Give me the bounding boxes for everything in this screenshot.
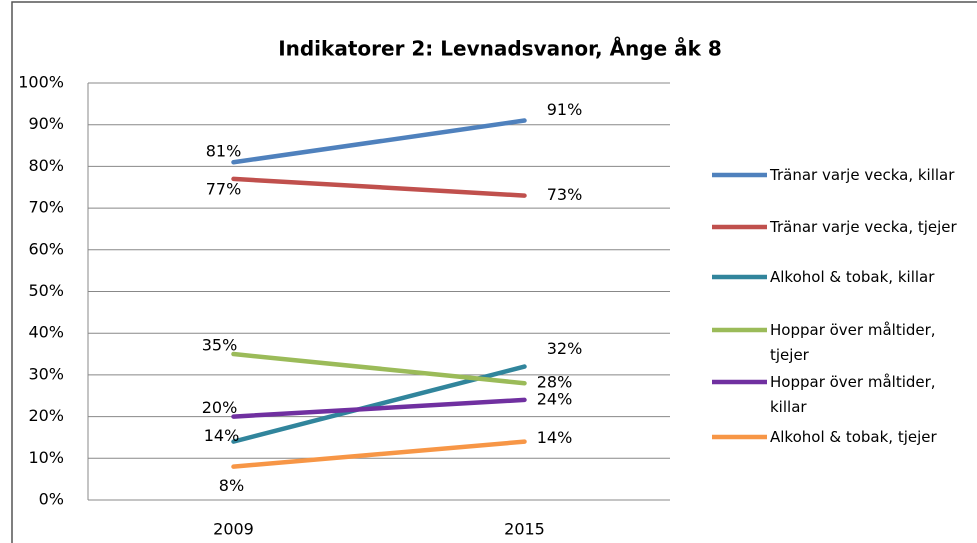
data-label: 81% [206, 142, 242, 161]
y-tick-label: 10% [28, 448, 64, 467]
data-label: 73% [547, 185, 583, 204]
data-label: 8% [219, 476, 244, 495]
series-line [231, 351, 527, 386]
y-tick-label: 50% [28, 281, 64, 300]
series-line [231, 118, 527, 165]
legend-label: Alkohol & tobak, killar [770, 268, 935, 286]
data-label: 28% [537, 373, 573, 392]
x-tick-label: 2009 [213, 520, 254, 539]
data-label: 77% [206, 179, 242, 198]
y-tick-label: 0% [39, 490, 64, 509]
data-label: 35% [202, 336, 238, 355]
series-line [231, 176, 527, 198]
chart-border [11, 1, 977, 543]
data-label: 14% [204, 426, 240, 445]
y-tick-label: 70% [28, 198, 64, 217]
data-label: 14% [537, 428, 573, 447]
legend-label: Tränar varje vecka, tjejer [770, 218, 957, 236]
y-tick-label: 90% [28, 114, 64, 133]
legend-label: Hoppar över måltider, killar [770, 373, 936, 416]
y-tick-label: 40% [28, 323, 64, 342]
data-label: 91% [547, 100, 583, 119]
legend-label: Hoppar över måltider, tjejer [770, 321, 936, 364]
chart-title: Indikatorer 2: Levnadsvanor, Ånge åk 8 [278, 37, 722, 61]
data-label: 24% [537, 389, 573, 408]
y-tick-label: 60% [28, 239, 64, 258]
x-tick-label: 2015 [504, 520, 545, 539]
y-tick-label: 100% [18, 73, 64, 92]
y-tick-label: 20% [28, 406, 64, 425]
legend-label: Alkohol & tobak, tjejer [770, 428, 937, 446]
legend-label: Tränar varje vecka, killar [770, 166, 955, 184]
y-tick-label: 80% [28, 156, 64, 175]
data-label: 32% [547, 339, 583, 358]
series-line [231, 397, 527, 419]
series-line [231, 439, 527, 469]
y-tick-label: 30% [28, 364, 64, 383]
data-label: 20% [202, 398, 238, 417]
